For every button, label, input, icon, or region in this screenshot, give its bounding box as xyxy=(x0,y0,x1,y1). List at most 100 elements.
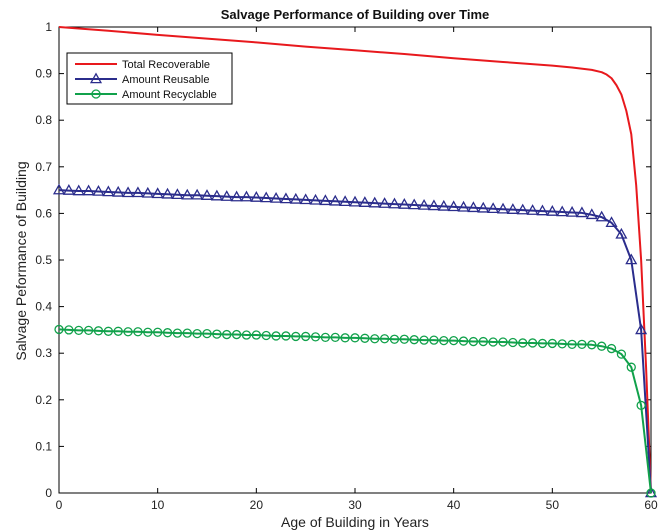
data-point xyxy=(141,186,154,198)
data-point xyxy=(319,194,332,206)
data-point xyxy=(240,190,253,202)
data-point xyxy=(289,192,302,204)
data-point xyxy=(388,197,401,209)
data-point xyxy=(161,187,174,199)
data-point xyxy=(478,336,488,347)
data-point xyxy=(133,327,143,337)
data-point xyxy=(467,201,480,213)
x-tick-label: 20 xyxy=(250,498,264,512)
data-point xyxy=(172,328,183,338)
y-tick: 0.8 xyxy=(35,113,651,127)
y-tick: 0.7 xyxy=(35,160,651,174)
data-point xyxy=(191,188,204,200)
data-point xyxy=(526,204,539,215)
data-point xyxy=(408,198,421,210)
data-point xyxy=(536,204,549,216)
data-point xyxy=(567,339,577,349)
y-tick-label: 0.6 xyxy=(35,206,52,220)
data-point xyxy=(370,334,380,344)
data-point xyxy=(427,199,440,211)
data-point xyxy=(131,186,144,198)
series-amount-reusable xyxy=(52,183,658,498)
legend-item: Total Recoverable xyxy=(75,59,210,71)
series-amount-recyclable xyxy=(54,324,656,498)
x-tick-label: 50 xyxy=(546,498,560,512)
y-tick-label: 0.1 xyxy=(35,439,52,453)
data-point xyxy=(498,337,508,347)
data-point xyxy=(518,338,528,348)
data-point xyxy=(348,195,362,207)
data-point xyxy=(230,190,243,202)
legend-item: Amount Reusable xyxy=(75,72,209,86)
data-point xyxy=(212,329,222,339)
legend-label: Amount Reusable xyxy=(122,74,209,86)
chart-title: Salvage Performance of Building over Tim… xyxy=(221,7,490,22)
data-point xyxy=(299,193,312,205)
series-line xyxy=(58,328,652,494)
data-point xyxy=(171,188,184,200)
data-point xyxy=(309,193,322,205)
data-point xyxy=(260,191,273,203)
data-point xyxy=(409,335,419,345)
data-point xyxy=(83,325,94,336)
data-point xyxy=(301,331,311,342)
data-point xyxy=(231,329,242,340)
y-tick: 0.1 xyxy=(35,439,651,453)
data-point xyxy=(250,191,263,202)
data-point xyxy=(153,327,163,337)
data-point xyxy=(379,334,390,344)
data-point xyxy=(575,206,588,218)
y-tick: 0.9 xyxy=(35,67,651,81)
data-point xyxy=(449,335,459,346)
y-tick-label: 0.8 xyxy=(35,113,52,127)
legend-label: Total Recoverable xyxy=(122,59,210,71)
data-point xyxy=(468,336,479,347)
data-point xyxy=(585,208,598,220)
data-point xyxy=(330,332,340,343)
y-tick-label: 0.4 xyxy=(35,300,52,314)
data-point xyxy=(516,203,529,215)
data-point xyxy=(566,205,579,217)
data-point xyxy=(251,330,261,340)
data-point xyxy=(281,331,291,341)
y-tick-label: 0 xyxy=(45,486,52,500)
series-layer xyxy=(52,26,658,498)
data-point xyxy=(547,338,557,349)
data-point xyxy=(368,196,381,208)
data-point xyxy=(615,227,628,239)
data-point xyxy=(74,325,84,336)
data-point xyxy=(458,336,469,346)
data-point xyxy=(220,190,233,201)
y-tick-label: 0.7 xyxy=(35,160,52,174)
legend: Total Recoverable Amount Reusable Amount R… xyxy=(66,52,233,105)
data-point xyxy=(447,200,460,212)
y-axis-title: Salvage Peformance of Building xyxy=(13,161,29,360)
y-tick-label: 0.3 xyxy=(35,346,52,360)
data-point xyxy=(182,328,192,338)
y-tick: 0.6 xyxy=(35,206,651,220)
data-point xyxy=(350,333,360,343)
data-point xyxy=(72,184,85,196)
data-point xyxy=(54,324,64,335)
data-point xyxy=(62,184,75,195)
data-point xyxy=(537,338,548,349)
series-line xyxy=(58,189,652,494)
x-tick-label: 60 xyxy=(644,498,658,512)
data-point xyxy=(605,216,618,228)
data-point xyxy=(360,333,370,343)
data-point xyxy=(457,200,470,212)
data-point xyxy=(310,332,321,342)
data-point xyxy=(597,341,607,351)
data-point xyxy=(279,192,292,204)
data-point xyxy=(192,328,202,339)
x-tick: 40 xyxy=(447,27,461,512)
data-point xyxy=(241,330,252,340)
data-point xyxy=(261,330,271,341)
data-point xyxy=(418,198,431,210)
data-point xyxy=(123,327,133,337)
data-point xyxy=(82,184,95,196)
y-tick-label: 0.2 xyxy=(35,393,52,407)
data-point xyxy=(202,328,212,339)
data-point xyxy=(399,334,409,344)
x-tick-label: 40 xyxy=(447,498,461,512)
